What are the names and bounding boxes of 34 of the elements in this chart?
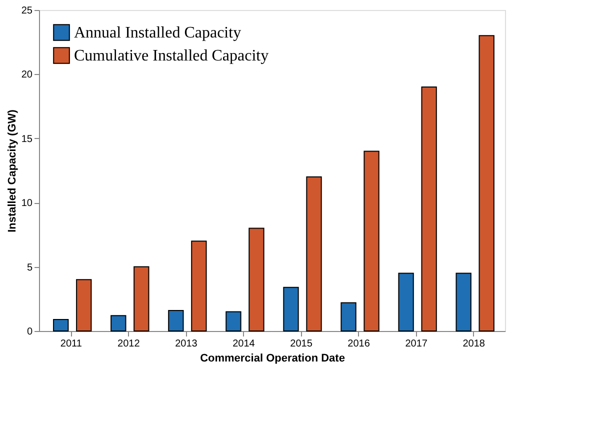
bar [398, 272, 414, 332]
legend-label: Cumulative Installed Capacity [74, 48, 269, 64]
bar [478, 35, 494, 332]
x-tick-label: 2014 [232, 338, 256, 350]
x-tick-label: 2012 [118, 338, 140, 350]
bar [191, 240, 207, 332]
y-tick-label: 0 [26, 326, 33, 338]
bar [456, 272, 472, 332]
y-tick-label: 25 [21, 6, 33, 16]
x-tick-label: 2016 [348, 338, 370, 350]
y-tick-label: 5 [26, 262, 33, 274]
bar [53, 318, 69, 332]
x-tick-label: 2015 [290, 338, 313, 350]
y-tick-label: 10 [21, 198, 33, 210]
bar [226, 311, 242, 332]
bar [364, 150, 380, 332]
x-tick-label: 2017 [405, 338, 428, 350]
x-tick-label: 2018 [462, 338, 486, 350]
legend-label: Annual Installed Capacity [74, 24, 242, 42]
bar [283, 286, 299, 332]
x-axis-title: Commercial Operation Date [200, 352, 345, 364]
y-axis-title: Installed Capacity (GW) [6, 109, 18, 232]
y-tick-label: 20 [21, 70, 33, 81]
x-tick-label: 2013 [175, 338, 198, 350]
x-tick-label: 2011 [60, 338, 82, 350]
bar [110, 315, 126, 332]
bar [421, 86, 437, 332]
bar [340, 302, 356, 332]
bar [248, 228, 264, 332]
y-tick-label: 15 [21, 134, 33, 145]
bar [76, 279, 92, 332]
bar [306, 176, 322, 332]
bar [168, 310, 184, 332]
bar [134, 266, 150, 332]
